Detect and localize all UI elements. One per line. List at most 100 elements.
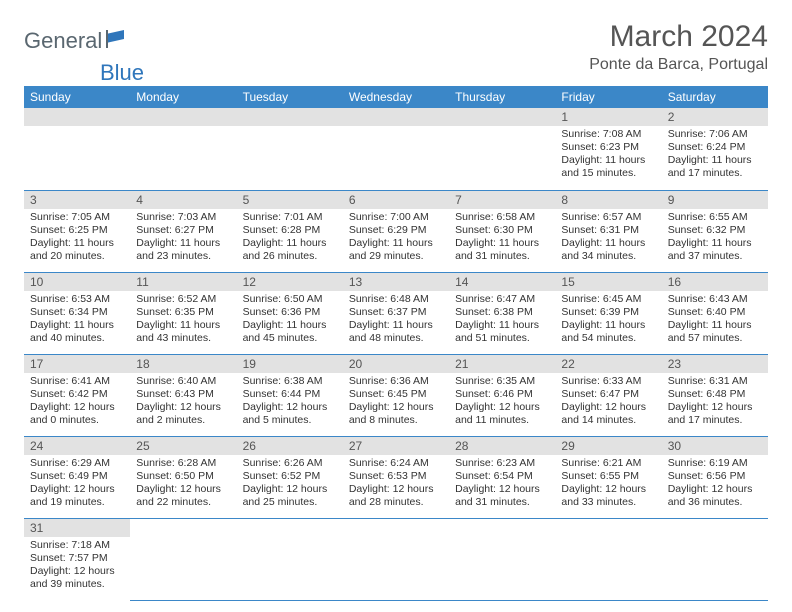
calendar-day-cell: 14Sunrise: 6:47 AMSunset: 6:38 PMDayligh… [449, 272, 555, 354]
sunrise-text: Sunrise: 7:05 AM [30, 211, 124, 224]
calendar-day-cell: 8Sunrise: 6:57 AMSunset: 6:31 PMDaylight… [555, 190, 661, 272]
sunset-text: Sunset: 6:29 PM [349, 224, 443, 237]
calendar-week-row: 24Sunrise: 6:29 AMSunset: 6:49 PMDayligh… [24, 436, 768, 518]
calendar-day-cell: 4Sunrise: 7:03 AMSunset: 6:27 PMDaylight… [130, 190, 236, 272]
calendar-empty-cell [130, 518, 236, 600]
calendar-day-cell: 23Sunrise: 6:31 AMSunset: 6:48 PMDayligh… [662, 354, 768, 436]
day-details: Sunrise: 6:50 AMSunset: 6:36 PMDaylight:… [237, 291, 343, 350]
day-number: 26 [237, 437, 343, 455]
day-number: 13 [343, 273, 449, 291]
sunrise-text: Sunrise: 6:48 AM [349, 293, 443, 306]
day-details: Sunrise: 6:41 AMSunset: 6:42 PMDaylight:… [24, 373, 130, 432]
daylight-text: Daylight: 12 hours and 8 minutes. [349, 401, 443, 427]
sunset-text: Sunset: 6:54 PM [455, 470, 549, 483]
day-number: 24 [24, 437, 130, 455]
day-details: Sunrise: 7:01 AMSunset: 6:28 PMDaylight:… [237, 209, 343, 268]
sunset-text: Sunset: 6:50 PM [136, 470, 230, 483]
day-number: 18 [130, 355, 236, 373]
day-details: Sunrise: 6:31 AMSunset: 6:48 PMDaylight:… [662, 373, 768, 432]
day-details: Sunrise: 7:18 AMSunset: 7:57 PMDaylight:… [24, 537, 130, 596]
sunrise-text: Sunrise: 6:29 AM [30, 457, 124, 470]
sunset-text: Sunset: 6:44 PM [243, 388, 337, 401]
weekday-header: Monday [130, 86, 236, 108]
daylight-text: Daylight: 11 hours and 26 minutes. [243, 237, 337, 263]
daylight-text: Daylight: 11 hours and 37 minutes. [668, 237, 762, 263]
sunrise-text: Sunrise: 6:53 AM [30, 293, 124, 306]
daylight-text: Daylight: 12 hours and 31 minutes. [455, 483, 549, 509]
calendar-day-cell: 21Sunrise: 6:35 AMSunset: 6:46 PMDayligh… [449, 354, 555, 436]
sunset-text: Sunset: 6:30 PM [455, 224, 549, 237]
calendar-day-cell: 24Sunrise: 6:29 AMSunset: 6:49 PMDayligh… [24, 436, 130, 518]
sunset-text: Sunset: 6:53 PM [349, 470, 443, 483]
day-number: 22 [555, 355, 661, 373]
daylight-text: Daylight: 12 hours and 33 minutes. [561, 483, 655, 509]
sunrise-text: Sunrise: 6:41 AM [30, 375, 124, 388]
weekday-header: Friday [555, 86, 661, 108]
sunset-text: Sunset: 6:31 PM [561, 224, 655, 237]
sunrise-text: Sunrise: 6:33 AM [561, 375, 655, 388]
day-number: 20 [343, 355, 449, 373]
logo: General [24, 28, 130, 54]
daylight-text: Daylight: 11 hours and 23 minutes. [136, 237, 230, 263]
sunset-text: Sunset: 6:25 PM [30, 224, 124, 237]
calendar-day-cell: 1Sunrise: 7:08 AMSunset: 6:23 PMDaylight… [555, 108, 661, 190]
daylight-text: Daylight: 12 hours and 11 minutes. [455, 401, 549, 427]
calendar-week-row: 1Sunrise: 7:08 AMSunset: 6:23 PMDaylight… [24, 108, 768, 190]
day-number: 28 [449, 437, 555, 455]
calendar-empty-cell [555, 518, 661, 600]
calendar-day-cell: 27Sunrise: 6:24 AMSunset: 6:53 PMDayligh… [343, 436, 449, 518]
day-number: 3 [24, 191, 130, 209]
calendar-body: 1Sunrise: 7:08 AMSunset: 6:23 PMDaylight… [24, 108, 768, 600]
daylight-text: Daylight: 12 hours and 25 minutes. [243, 483, 337, 509]
daylight-text: Daylight: 12 hours and 39 minutes. [30, 565, 124, 591]
day-number: 7 [449, 191, 555, 209]
day-details: Sunrise: 7:05 AMSunset: 6:25 PMDaylight:… [24, 209, 130, 268]
calendar-day-cell: 10Sunrise: 6:53 AMSunset: 6:34 PMDayligh… [24, 272, 130, 354]
day-details: Sunrise: 6:55 AMSunset: 6:32 PMDaylight:… [662, 209, 768, 268]
day-number: 29 [555, 437, 661, 455]
day-details: Sunrise: 6:26 AMSunset: 6:52 PMDaylight:… [237, 455, 343, 514]
day-details: Sunrise: 6:53 AMSunset: 6:34 PMDaylight:… [24, 291, 130, 350]
sunrise-text: Sunrise: 6:31 AM [668, 375, 762, 388]
day-details: Sunrise: 6:23 AMSunset: 6:54 PMDaylight:… [449, 455, 555, 514]
day-details: Sunrise: 7:03 AMSunset: 6:27 PMDaylight:… [130, 209, 236, 268]
calendar-day-cell: 15Sunrise: 6:45 AMSunset: 6:39 PMDayligh… [555, 272, 661, 354]
sunset-text: Sunset: 6:35 PM [136, 306, 230, 319]
day-number: 19 [237, 355, 343, 373]
calendar-day-cell: 7Sunrise: 6:58 AMSunset: 6:30 PMDaylight… [449, 190, 555, 272]
sunset-text: Sunset: 6:47 PM [561, 388, 655, 401]
daylight-text: Daylight: 11 hours and 31 minutes. [455, 237, 549, 263]
weekday-header: Thursday [449, 86, 555, 108]
day-details: Sunrise: 6:33 AMSunset: 6:47 PMDaylight:… [555, 373, 661, 432]
calendar-day-cell: 20Sunrise: 6:36 AMSunset: 6:45 PMDayligh… [343, 354, 449, 436]
sunset-text: Sunset: 6:39 PM [561, 306, 655, 319]
sunset-text: Sunset: 6:28 PM [243, 224, 337, 237]
sunrise-text: Sunrise: 6:55 AM [668, 211, 762, 224]
title-block: March 2024 Ponte da Barca, Portugal [589, 20, 768, 74]
logo-text-blue: Blue [100, 60, 144, 86]
day-details: Sunrise: 6:40 AMSunset: 6:43 PMDaylight:… [130, 373, 236, 432]
day-details: Sunrise: 6:58 AMSunset: 6:30 PMDaylight:… [449, 209, 555, 268]
calendar-empty-cell [237, 108, 343, 190]
daylight-text: Daylight: 11 hours and 20 minutes. [30, 237, 124, 263]
day-number: 27 [343, 437, 449, 455]
calendar-empty-cell [130, 108, 236, 190]
day-details: Sunrise: 6:28 AMSunset: 6:50 PMDaylight:… [130, 455, 236, 514]
calendar-day-cell: 30Sunrise: 6:19 AMSunset: 6:56 PMDayligh… [662, 436, 768, 518]
calendar-empty-cell [237, 518, 343, 600]
sunset-text: Sunset: 6:37 PM [349, 306, 443, 319]
sunset-text: Sunset: 6:42 PM [30, 388, 124, 401]
day-number: 9 [662, 191, 768, 209]
day-number: 31 [24, 519, 130, 537]
logo-text-general: General [24, 28, 102, 54]
calendar-day-cell: 26Sunrise: 6:26 AMSunset: 6:52 PMDayligh… [237, 436, 343, 518]
sunrise-text: Sunrise: 6:21 AM [561, 457, 655, 470]
calendar-day-cell: 11Sunrise: 6:52 AMSunset: 6:35 PMDayligh… [130, 272, 236, 354]
day-details: Sunrise: 6:38 AMSunset: 6:44 PMDaylight:… [237, 373, 343, 432]
daylight-text: Daylight: 12 hours and 5 minutes. [243, 401, 337, 427]
day-number: 25 [130, 437, 236, 455]
sunrise-text: Sunrise: 7:03 AM [136, 211, 230, 224]
weekday-header: Tuesday [237, 86, 343, 108]
daylight-text: Daylight: 11 hours and 15 minutes. [561, 154, 655, 180]
day-number: 23 [662, 355, 768, 373]
